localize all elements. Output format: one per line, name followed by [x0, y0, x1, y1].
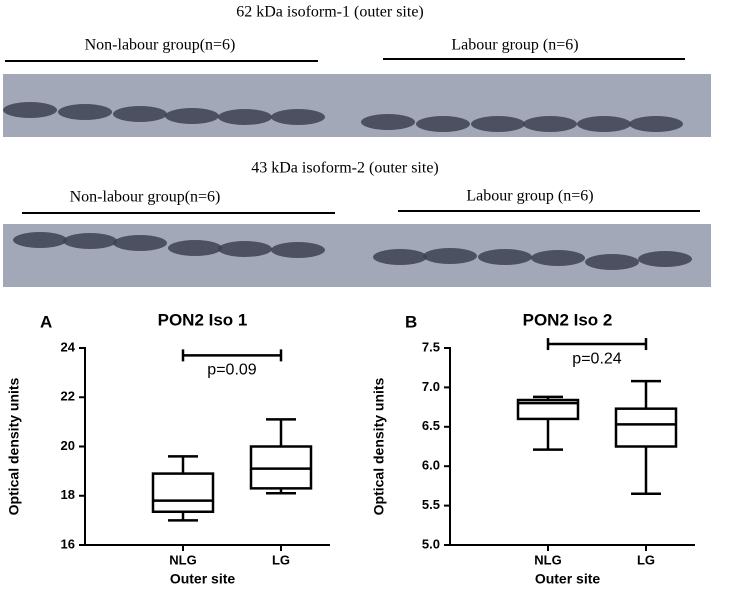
- blot-band: [423, 248, 477, 264]
- y-axis-label: Optical density units: [371, 377, 387, 515]
- y-tick-label: 5.0: [422, 536, 440, 551]
- blot-band: [271, 242, 325, 258]
- blot-image: [3, 224, 711, 287]
- blot-band: [523, 116, 577, 132]
- blot-band: [168, 240, 222, 256]
- y-tick-label: 18: [61, 487, 75, 502]
- group-label: Labour group (n=6): [451, 37, 578, 54]
- p-value: p=0.24: [572, 350, 621, 367]
- panel-label: A: [40, 312, 52, 331]
- blot-band: [218, 241, 272, 257]
- blot-band: [478, 249, 532, 265]
- blot-band: [416, 116, 470, 132]
- blot-band: [165, 108, 219, 124]
- x-tick-label: NLG: [169, 552, 196, 567]
- y-tick-label: 7.0: [422, 379, 440, 394]
- blot-band: [58, 104, 112, 120]
- blot-title: 43 kDa isoform-2 (outer site): [251, 160, 439, 177]
- blot-band: [373, 249, 427, 265]
- x-tick-label: NLG: [534, 552, 561, 567]
- blot-band: [13, 232, 67, 248]
- blot-band: [361, 114, 415, 130]
- y-axis-label: Optical density units: [6, 377, 22, 515]
- y-tick-label: 16: [61, 536, 75, 551]
- y-tick-label: 7.5: [422, 339, 440, 354]
- y-tick-label: 6.5: [422, 418, 440, 433]
- blot-band: [629, 116, 683, 132]
- blot-band: [638, 251, 692, 267]
- blot-band: [471, 116, 525, 132]
- x-tick-label: LG: [637, 552, 655, 567]
- blot-band: [577, 116, 631, 132]
- group-label: Labour group (n=6): [466, 188, 593, 205]
- y-tick-label: 6.0: [422, 458, 440, 473]
- blot-band: [113, 235, 167, 251]
- y-tick-label: 20: [61, 438, 75, 453]
- x-tick-label: LG: [272, 552, 290, 567]
- blot-band: [531, 250, 585, 266]
- y-tick-label: 24: [61, 339, 76, 354]
- blot-band: [585, 254, 639, 270]
- blot-band: [218, 109, 272, 125]
- y-tick-label: 22: [61, 389, 75, 404]
- chart-title: PON2 Iso 1: [158, 310, 248, 329]
- blot-title: 62 kDa isoform-1 (outer site): [236, 4, 424, 21]
- blot-band: [271, 109, 325, 125]
- y-tick-label: 5.5: [422, 497, 440, 512]
- blot-band: [3, 102, 57, 118]
- panel-label: B: [405, 312, 417, 331]
- group-label: Non-labour group(n=6): [85, 37, 236, 54]
- blot-bands: [3, 102, 692, 270]
- blot-band: [63, 233, 117, 249]
- box: [614, 407, 678, 448]
- box: [151, 472, 215, 514]
- x-axis-label: Outer site: [535, 571, 601, 587]
- group-label: Non-labour group(n=6): [70, 189, 221, 206]
- box: [516, 398, 580, 421]
- p-value: p=0.09: [207, 362, 256, 379]
- x-axis-label: Outer site: [170, 571, 236, 587]
- blot-band: [113, 106, 167, 122]
- chart-title: PON2 Iso 2: [523, 310, 613, 329]
